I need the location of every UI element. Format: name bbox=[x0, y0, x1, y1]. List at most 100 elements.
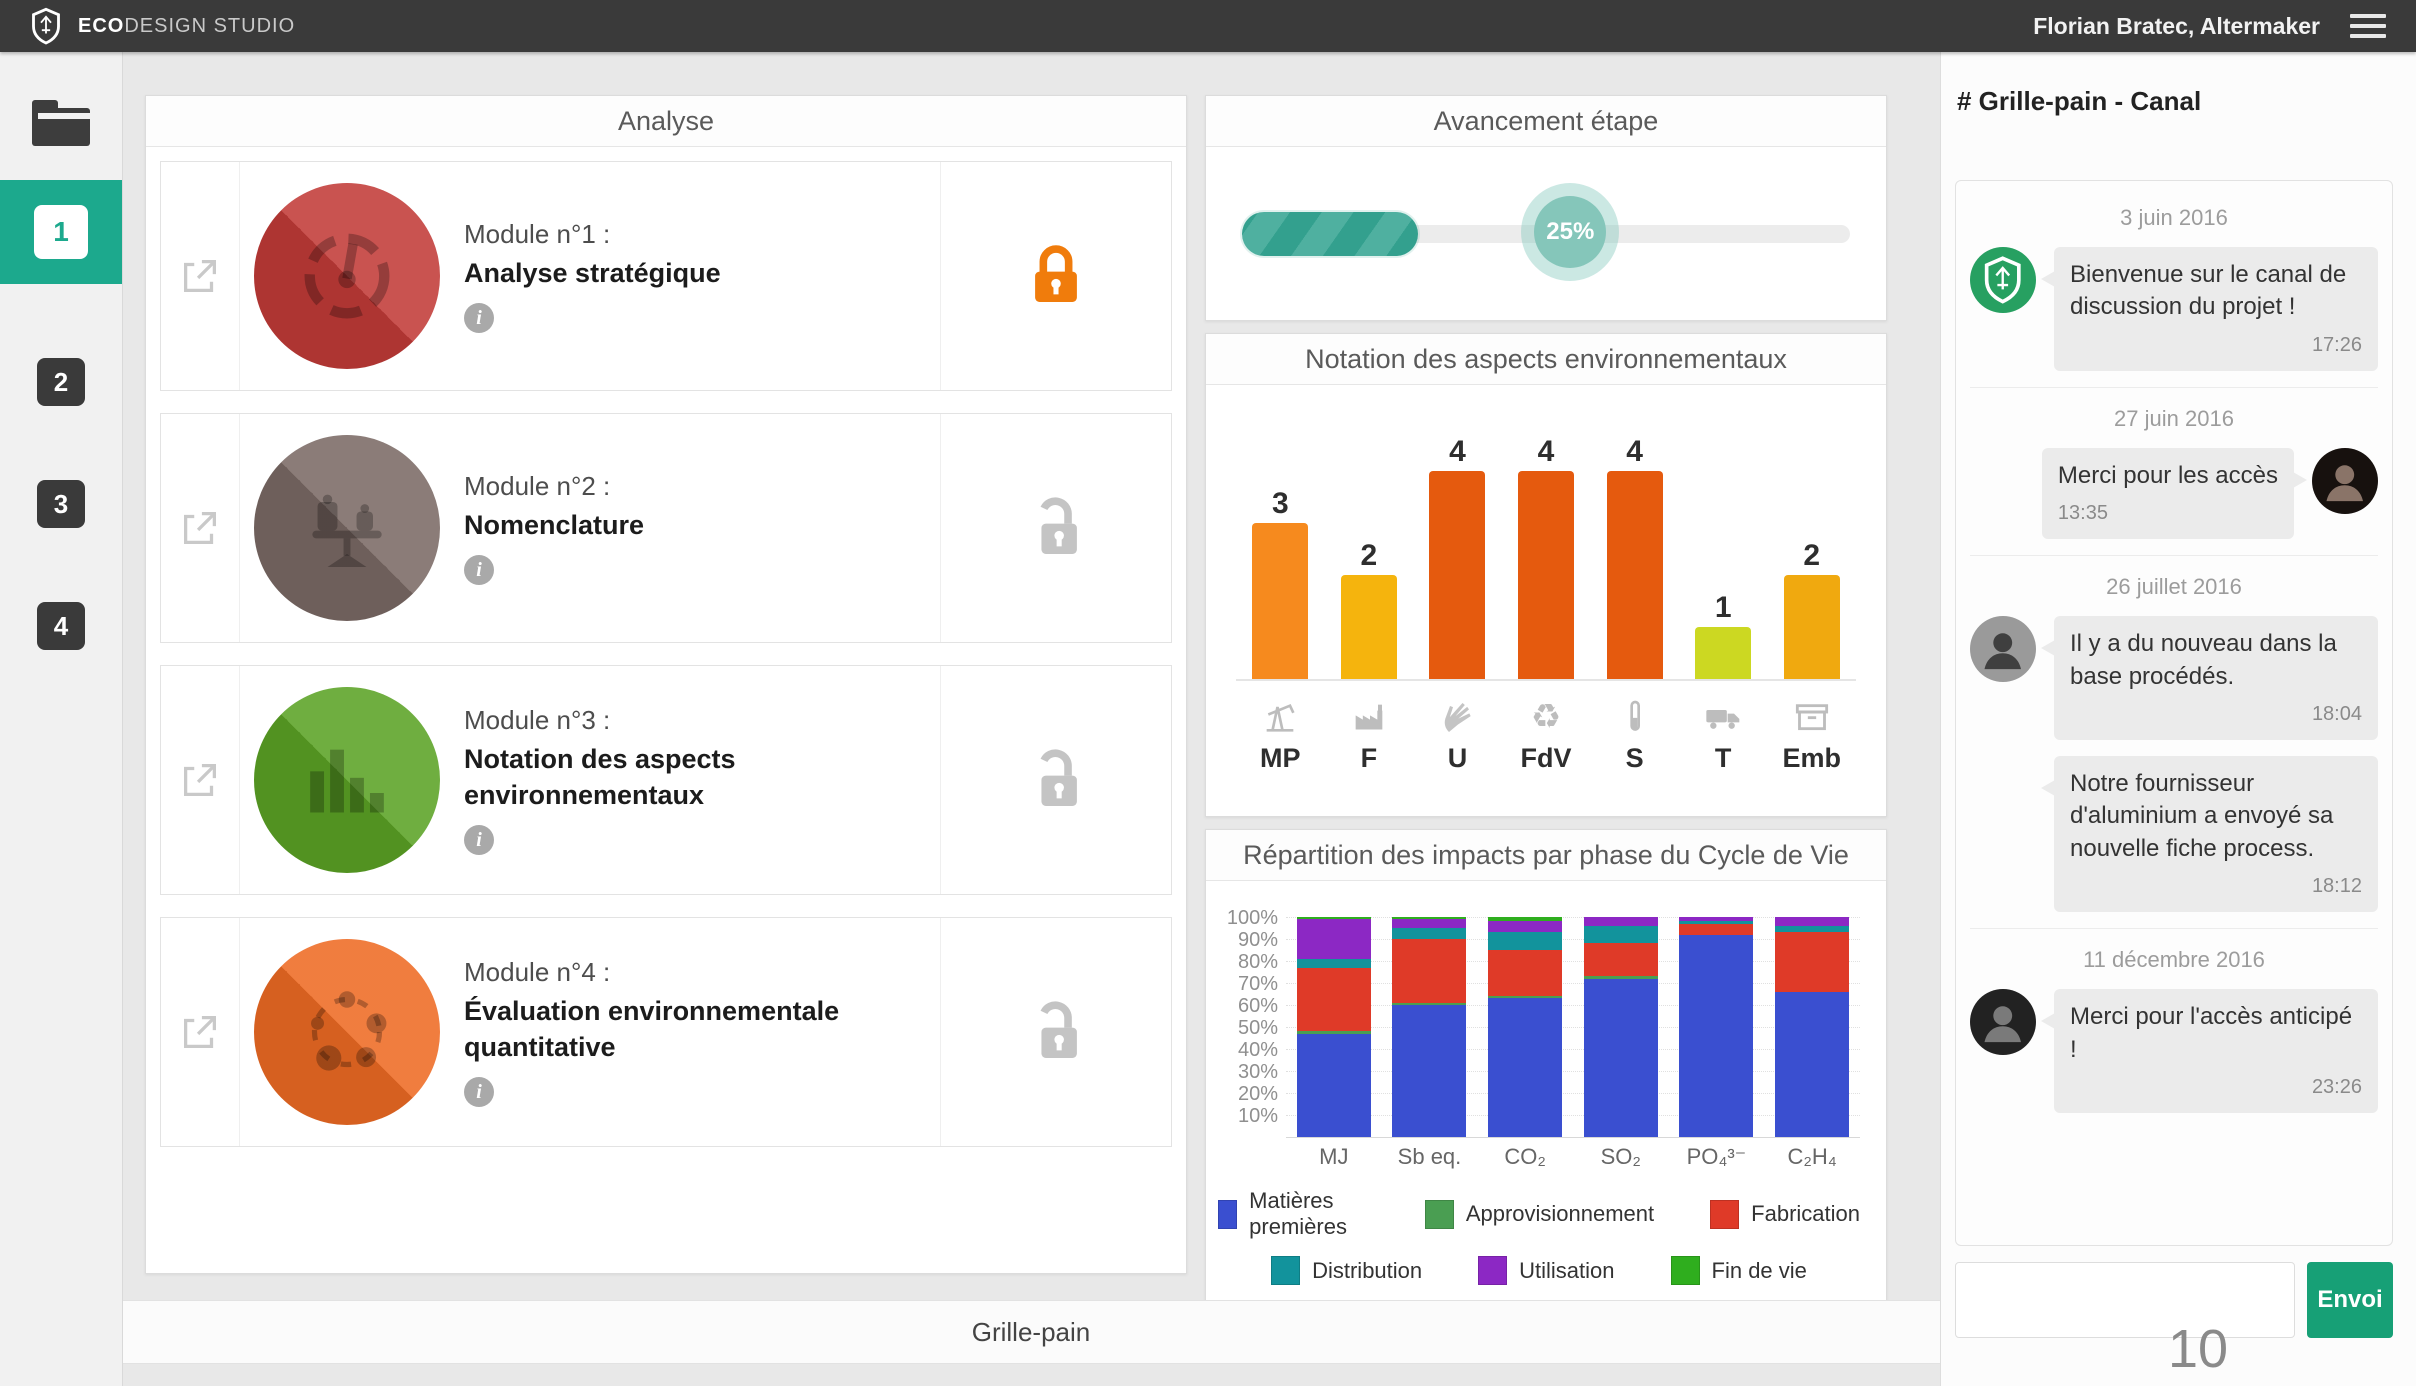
segment-matières-premières bbox=[1775, 991, 1850, 1137]
project-name-bar: Grille-pain bbox=[122, 1300, 1940, 1364]
step-number: 1 bbox=[34, 205, 88, 259]
module-icon-scale bbox=[254, 435, 440, 621]
step-number: 3 bbox=[53, 488, 69, 519]
segment-fin-de-vie bbox=[1296, 917, 1371, 920]
open-module-icon[interactable] bbox=[161, 414, 240, 642]
lock-open-icon[interactable] bbox=[940, 666, 1171, 894]
info-icon[interactable]: i bbox=[464, 1077, 494, 1108]
segment-matières-premières bbox=[1296, 1033, 1371, 1137]
message-bubble: Notre fournisseur d'aluminium a envoyé s… bbox=[2041, 755, 2378, 913]
legend-item: Matières premières bbox=[1218, 1188, 1369, 1240]
bar-value-label: 4 bbox=[1537, 435, 1555, 468]
segment-utilisation bbox=[1392, 919, 1467, 929]
lifecycle-legend: Matières premières Approvisionnement Fabri… bbox=[1218, 1188, 1860, 1285]
legend-swatch bbox=[1218, 1199, 1238, 1229]
module-card-3[interactable]: Module n°3 : Notation des aspects enviro… bbox=[160, 665, 1172, 895]
bar-value-label: 4 bbox=[1449, 435, 1466, 468]
module-number: Module n°4 : bbox=[464, 956, 611, 987]
legend-label: Fabrication bbox=[1751, 1201, 1860, 1226]
sidebar: 1 2 3 4 bbox=[0, 52, 123, 1386]
stacked-bar-2 bbox=[1392, 917, 1467, 1137]
category-label: MP bbox=[1260, 743, 1301, 773]
chat-channel-title: # Grille-pain - Canal bbox=[1957, 86, 2202, 116]
legend-label: Approvisionnement bbox=[1465, 1201, 1655, 1226]
lock-closed-icon[interactable] bbox=[940, 162, 1171, 390]
notation-bar-F: 2 bbox=[1340, 539, 1397, 679]
x-tick-label: Sb eq. bbox=[1397, 1144, 1462, 1169]
message-time: 17:26 bbox=[2311, 333, 2362, 356]
info-icon[interactable]: i bbox=[464, 555, 494, 586]
chat-message: Merci pour les accès 13:35 bbox=[1970, 447, 2378, 540]
module-card-4[interactable]: Module n°4 : Évaluation environnementale… bbox=[160, 917, 1172, 1147]
segment-fabrication bbox=[1392, 939, 1467, 1003]
brand-logo-icon bbox=[32, 7, 60, 45]
sidebar-step-3[interactable]: 3 bbox=[37, 480, 85, 528]
bar-value-label: 2 bbox=[1360, 539, 1378, 572]
info-icon[interactable]: i bbox=[464, 825, 494, 856]
bar-value-label: 3 bbox=[1271, 487, 1289, 520]
transport-icon bbox=[1703, 697, 1743, 737]
sidebar-step-1[interactable]: 1 bbox=[0, 180, 122, 284]
legend-swatch bbox=[1424, 1199, 1454, 1229]
segment-fabrication bbox=[1488, 950, 1563, 997]
chat-message-input[interactable] bbox=[1955, 1262, 2295, 1338]
chat-message: Merci pour l'accès anticipé ! 23:26 bbox=[1970, 989, 2378, 1113]
avatar bbox=[1970, 616, 2036, 683]
chat-group: 26 juillet 2016 Il y a du nouveau dans l… bbox=[1970, 555, 2378, 913]
y-tick-label: 50% bbox=[1237, 1017, 1278, 1039]
projects-folder-icon[interactable] bbox=[32, 100, 90, 146]
legend-swatch bbox=[1478, 1256, 1508, 1285]
sample-icon bbox=[1615, 697, 1655, 737]
open-module-icon[interactable] bbox=[161, 162, 240, 390]
stacked-bar-3 bbox=[1488, 917, 1563, 1137]
module-card-2[interactable]: Module n°2 : Nomenclature i bbox=[160, 413, 1172, 643]
legend-label: Utilisation bbox=[1519, 1257, 1615, 1283]
stacked-bar-5 bbox=[1679, 917, 1754, 1137]
segment-fabrication bbox=[1679, 923, 1754, 935]
progress-bar: 25% bbox=[1206, 147, 1886, 319]
step-number: 4 bbox=[53, 610, 69, 641]
open-module-icon[interactable] bbox=[161, 918, 240, 1146]
page-number: 10 bbox=[2168, 1319, 2229, 1379]
x-tick-label: CO₂ bbox=[1504, 1144, 1546, 1169]
chat-group: 27 juin 2016 Merci pour les accès 13:35 bbox=[1970, 386, 2378, 540]
legend-item: Fabrication bbox=[1710, 1188, 1860, 1240]
module-card-1[interactable]: Module n°1 : Analyse stratégique i bbox=[160, 161, 1172, 391]
stacked-bar-6 bbox=[1775, 917, 1850, 1137]
chat-group: 11 décembre 2016 Merci pour l'accès anti… bbox=[1970, 928, 2378, 1113]
avatar bbox=[1970, 247, 2036, 313]
chat-message: Notre fournisseur d'aluminium a envoyé s… bbox=[1970, 755, 2378, 913]
y-tick-label: 100% bbox=[1226, 907, 1278, 929]
info-icon[interactable]: i bbox=[464, 303, 494, 334]
lifecycle-y-axis: 100% 90% 80% 70% 60% 50% 40% 30% 20% 10% bbox=[1218, 895, 1286, 1137]
x-tick-label: MJ bbox=[1319, 1144, 1349, 1169]
sidebar-steps: 1 2 3 4 bbox=[0, 180, 122, 650]
legend-item: Distribution bbox=[1271, 1256, 1422, 1285]
segment-approvisionnement bbox=[1488, 996, 1563, 999]
progress-badge: 25% bbox=[1521, 183, 1620, 281]
sidebar-step-2[interactable]: 2 bbox=[37, 358, 85, 406]
chat-date-separator: 26 juillet 2016 bbox=[2106, 574, 2242, 600]
y-tick-label: 10% bbox=[1237, 1105, 1278, 1127]
message-time: 13:35 bbox=[2057, 502, 2108, 525]
message-time: 18:04 bbox=[2311, 702, 2362, 725]
chat-date-separator: 3 juin 2016 bbox=[2120, 205, 2228, 230]
stacked-bar-1 bbox=[1296, 917, 1371, 1137]
lock-open-icon[interactable] bbox=[940, 918, 1171, 1146]
open-module-icon[interactable] bbox=[161, 666, 240, 894]
user-menu[interactable]: Florian Bratec, Altermaker bbox=[2033, 12, 2320, 39]
segment-utilisation bbox=[1775, 917, 1850, 926]
send-button[interactable]: Envoi bbox=[2307, 1262, 2393, 1338]
segment-utilisation bbox=[1583, 917, 1658, 926]
category-label: FdV bbox=[1520, 743, 1572, 773]
module-title: Évaluation environnementale quantitative bbox=[464, 995, 840, 1062]
factory-icon bbox=[1349, 697, 1389, 737]
message-bubble: Merci pour l'accès anticipé ! 23:26 bbox=[2041, 989, 2378, 1113]
analyse-panel-title: Analyse bbox=[146, 96, 1186, 147]
legend-item: Utilisation bbox=[1478, 1256, 1615, 1285]
hamburger-menu-icon[interactable] bbox=[2350, 14, 2386, 38]
legend-item: Fin de vie bbox=[1670, 1256, 1807, 1285]
category-label: F bbox=[1360, 743, 1378, 773]
sidebar-step-4[interactable]: 4 bbox=[37, 602, 85, 650]
lock-open-icon[interactable] bbox=[940, 414, 1171, 642]
